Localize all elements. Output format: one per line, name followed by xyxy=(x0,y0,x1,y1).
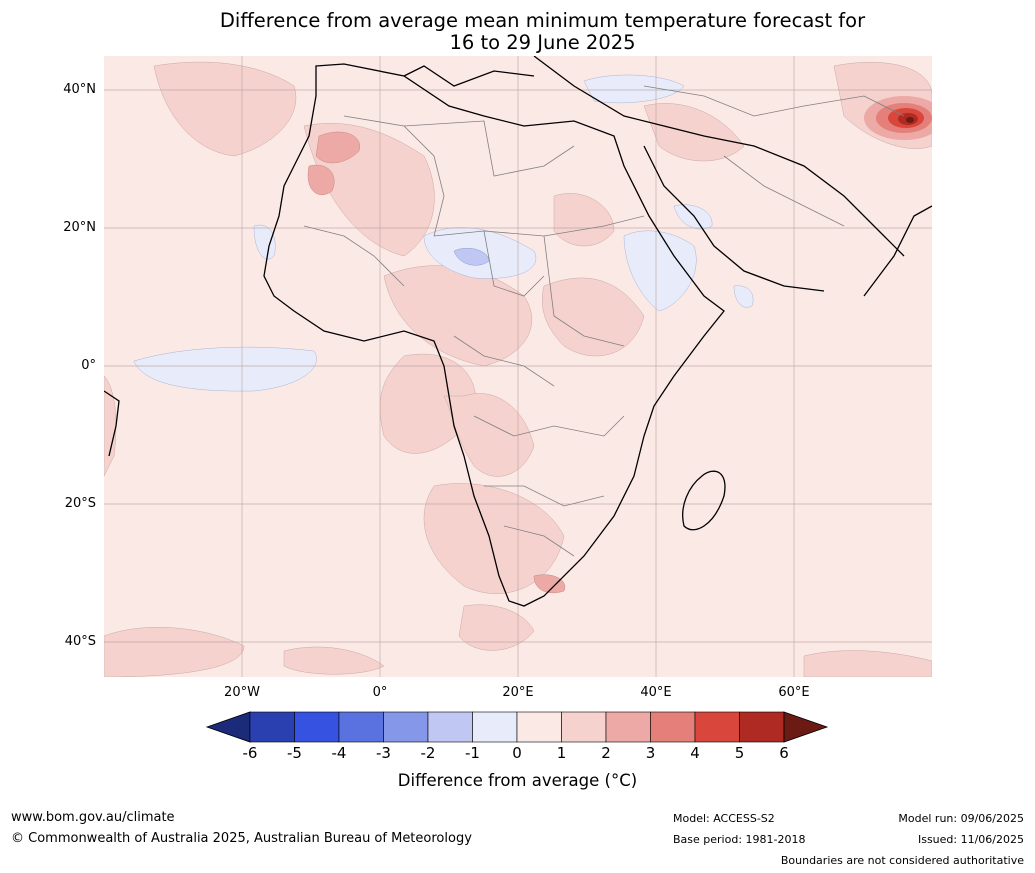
hot-spot xyxy=(864,96,932,140)
lon-label-20e: 20°E xyxy=(502,685,534,700)
lat-label-40n: 40°N xyxy=(63,82,96,97)
footer-issued: Issued: 11/06/2025 xyxy=(917,833,1024,846)
colorbar xyxy=(205,711,829,743)
colorbar-extend-low xyxy=(205,711,251,743)
lon-label-20w: 20°W xyxy=(224,685,260,700)
footer-disclaimer: Boundaries are not considered authoritat… xyxy=(780,854,1024,867)
colorbar-tick-label: -6 xyxy=(242,744,258,762)
colorbar-tick-label: -2 xyxy=(420,744,436,762)
colorbar-cell xyxy=(561,711,607,743)
colorbar-cell xyxy=(739,711,785,743)
map-title: Difference from average mean minimum tem… xyxy=(0,10,1035,54)
title-line-1: Difference from average mean minimum tem… xyxy=(219,9,866,32)
colorbar-tick-label: 0 xyxy=(512,744,522,762)
colorbar-tick-label: 1 xyxy=(556,744,567,762)
colorbar-cell xyxy=(249,711,295,743)
footer-model: Model: ACCESS-S2 xyxy=(673,812,775,825)
footer-model-run: Model run: 09/06/2025 xyxy=(898,812,1024,825)
warm-anomaly-patches xyxy=(104,61,932,677)
colorbar-cell xyxy=(472,711,518,743)
lat-label-20n: 20°N xyxy=(63,220,96,235)
colorbar-label: Difference from average (°C) xyxy=(397,771,638,790)
footer-copyright: © Commonwealth of Australia 2025, Austra… xyxy=(11,831,472,846)
colorbar-tick-label: 6 xyxy=(779,744,789,762)
lon-label-60e: 60°E xyxy=(778,685,810,700)
colorbar-cell xyxy=(516,711,562,743)
colorbar-cell xyxy=(650,711,696,743)
cooler-patch xyxy=(453,247,490,266)
colorbar-cell xyxy=(694,711,740,743)
lat-label-0: 0° xyxy=(81,358,96,373)
lon-label-40e: 40°E xyxy=(640,685,672,700)
map-canvas xyxy=(104,56,932,677)
title-line-2: 16 to 29 June 2025 xyxy=(449,31,636,54)
colorbar-tick-label: -4 xyxy=(331,744,347,762)
coastlines xyxy=(104,56,932,607)
colorbar-tick-label: 2 xyxy=(601,744,611,762)
footer-website: www.bom.gov.au/climate xyxy=(11,810,175,825)
country-borders xyxy=(303,85,905,557)
colorbar-extend-high xyxy=(783,711,829,743)
colorbar-cell xyxy=(427,711,473,743)
colorbar-cell xyxy=(294,711,340,743)
colorbar-cell xyxy=(383,711,429,743)
forecast-map xyxy=(104,56,932,677)
colorbar-tick-label: 5 xyxy=(734,744,745,762)
lon-label-0: 0° xyxy=(372,685,388,700)
colorbar-tick-label: -5 xyxy=(287,744,302,762)
colorbar-tick-label: 4 xyxy=(690,744,700,762)
colorbar-cell xyxy=(605,711,651,743)
moderate-warm-patches xyxy=(307,131,566,594)
colorbar-tick-label: -1 xyxy=(465,744,480,762)
lat-label-20s: 20°S xyxy=(64,496,96,511)
cool-anomaly-patches xyxy=(133,74,754,392)
footer-base-period: Base period: 1981-2018 xyxy=(673,833,806,846)
colorbar-tick-label: 3 xyxy=(645,744,656,762)
colorbar-cell xyxy=(338,711,384,743)
colorbar-tick-label: -3 xyxy=(376,744,391,762)
lat-label-40s: 40°S xyxy=(64,634,96,649)
graticule xyxy=(104,56,932,677)
